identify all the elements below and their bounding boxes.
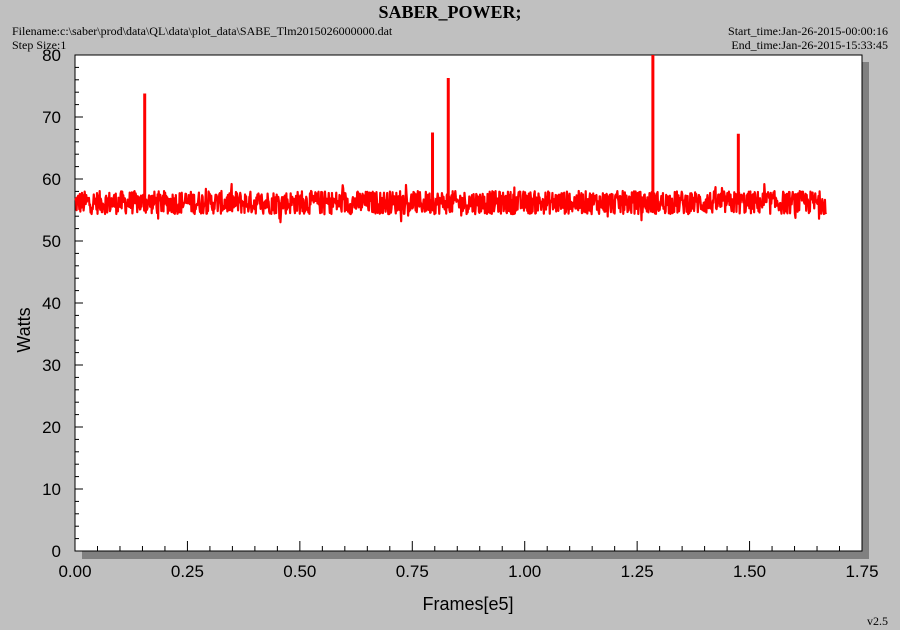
start-time-label: Start_time:Jan-26-2015-00:00:16 (728, 24, 888, 38)
plot-area (74, 54, 863, 552)
x-tick-label: 1.00 (508, 562, 541, 581)
x-axis: 0.00 0.25 0.50 0.75 1.00 1.25 1.50 1.75 (58, 541, 879, 581)
x-tick-label: 0.25 (171, 562, 204, 581)
y-axis: 0 10 20 30 40 50 60 70 80 (42, 46, 83, 561)
y-tick-label: 60 (42, 170, 61, 189)
series-group (74, 55, 828, 224)
y-axis-label: Watts (14, 307, 35, 353)
y-tick-label: 0 (52, 542, 61, 561)
x-tick-label: 1.75 (845, 562, 878, 581)
x-tick-label: 0.00 (58, 562, 91, 581)
x-tick-label: 0.50 (283, 562, 316, 581)
series-line (74, 182, 828, 224)
y-tick-label: 30 (42, 356, 61, 375)
x-tick-label: 1.25 (621, 562, 654, 581)
y-tick-label: 70 (42, 108, 61, 127)
filename-label: Filename:c:\saber\prod\data\QL\data\plot… (12, 24, 393, 38)
x-axis-label: Frames[e5] (422, 594, 513, 614)
x-tick-label: 1.50 (733, 562, 766, 581)
y-tick-label: 50 (42, 232, 61, 251)
y-tick-label: 80 (42, 46, 61, 65)
chart-title: SABER_POWER; (378, 2, 522, 22)
version-label: v2.5 (867, 614, 888, 628)
step-size-label: Step Size:1 (12, 38, 67, 52)
end-time-label: End_time:Jan-26-2015-15:33:45 (731, 38, 888, 52)
y-tick-label: 40 (42, 294, 61, 313)
x-tick-label: 0.75 (396, 562, 429, 581)
y-tick-label: 20 (42, 418, 61, 437)
y-tick-label: 10 (42, 480, 61, 499)
